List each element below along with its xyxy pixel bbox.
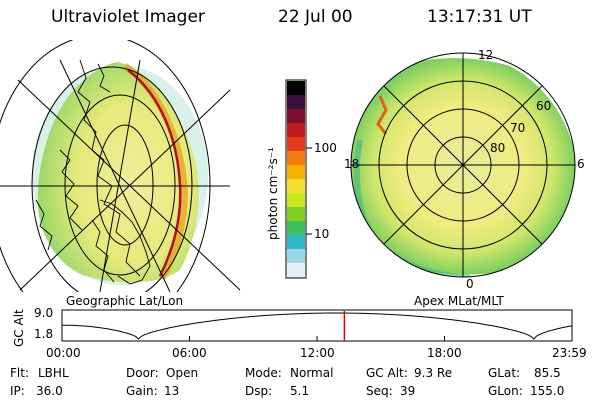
orbit-x-tick-label-0: 00:00 — [46, 346, 81, 360]
orbit-altitude-curve — [62, 312, 573, 340]
colorbar-band — [287, 179, 305, 194]
meridian-2 — [59, 59, 171, 292]
coastline-5 — [35, 199, 53, 251]
glon-value: 155.0 — [530, 384, 565, 398]
colorbar-band — [287, 249, 305, 264]
orbit-y-tick-1: 1.8 — [34, 327, 54, 341]
gcalt-value: 9.3 Re — [414, 366, 453, 380]
geographic-image — [0, 40, 241, 292]
lat-circle-2 — [64, 94, 176, 276]
colorbar-band — [287, 109, 305, 124]
coastline-3 — [99, 199, 151, 285]
orbit-x-tick-label-1: 06:00 — [172, 346, 207, 360]
mlt-label-12: 12 — [478, 48, 494, 62]
mode-value: Normal — [290, 366, 334, 380]
colorbar-band — [287, 193, 305, 208]
colorbar-band — [287, 207, 305, 222]
instrument-title: Ultraviolet Imager — [51, 7, 205, 27]
glon-label: GLon: — [488, 384, 523, 398]
dsp-label: Dsp: — [245, 384, 273, 398]
colorbar-band — [287, 151, 305, 166]
meridian-3 — [99, 59, 141, 292]
meridian-4 — [19, 89, 231, 291]
orbit-plot — [61, 309, 573, 342]
mlt-label-0: 0 — [466, 277, 474, 291]
colorbar-band — [287, 263, 305, 278]
coastline-6 — [97, 63, 111, 93]
dsp-value: 5.1 — [290, 384, 310, 398]
mlt-label-18: 18 — [344, 157, 360, 171]
gain-label: Gain: — [126, 384, 158, 398]
glat-label: GLat: — [488, 366, 521, 380]
orbit-y-tick-9: 9.0 — [34, 306, 54, 320]
seq-value: 39 — [400, 384, 416, 398]
polar-emission-patch — [376, 95, 388, 135]
door-label: Door: — [126, 366, 159, 380]
lat-circle-3 — [31, 66, 193, 292]
colorbar-label-100: 100 — [314, 141, 337, 155]
filter-label: Flt: — [10, 366, 29, 380]
colorbar-band — [287, 95, 305, 110]
colorbar-band — [287, 81, 305, 96]
mlt-label-6: 6 — [577, 157, 585, 171]
seq-label: Seq: — [366, 384, 393, 398]
colorbar-unit-label: photon cm⁻²s⁻¹ — [266, 147, 280, 240]
image-time: 13:17:31 UT — [427, 7, 532, 27]
gain-value: 13 — [164, 384, 180, 398]
ip-label: IP: — [10, 384, 25, 398]
left-panel-label: Geographic Lat/Lon — [66, 294, 184, 308]
colorbar-band — [287, 137, 305, 152]
colorbar-label-10: 10 — [314, 227, 330, 241]
orbit-x-tick-label-3: 18:00 — [427, 346, 462, 360]
meridian-1 — [17, 79, 241, 291]
mlat-label-60: 60 — [536, 99, 552, 113]
colorbar — [285, 79, 312, 279]
mode-label: Mode: — [245, 366, 282, 380]
mlat-label-70: 70 — [510, 121, 526, 135]
lat-circle-1 — [96, 124, 154, 246]
orbit-y-label: GC Alt — [12, 309, 26, 347]
filter-value: LBHL — [38, 366, 69, 380]
polar-emission-region — [351, 58, 575, 275]
coastline-2 — [59, 149, 83, 231]
mlt-line-diag-2 — [383, 85, 543, 245]
colorbar-band — [287, 221, 305, 236]
coastline-4 — [91, 219, 115, 283]
door-value: Open — [166, 366, 199, 380]
colorbar-band — [287, 165, 305, 180]
coastline-1 — [77, 59, 141, 277]
lat-circle-4 — [0, 40, 211, 292]
mlat-label-80: 80 — [490, 141, 506, 155]
gcalt-label: GC Alt: — [366, 366, 408, 380]
glat-value: 85.5 — [534, 366, 561, 380]
polar-image — [350, 52, 576, 278]
image-date: 22 Jul 00 — [278, 7, 353, 27]
colorbar-band — [287, 123, 305, 138]
colorbar-band — [287, 235, 305, 250]
right-panel-label: Apex MLat/MLT — [414, 294, 504, 308]
orbit-x-tick-label-2: 12:00 — [300, 346, 335, 360]
emission-region — [37, 62, 199, 283]
ip-value: 36.0 — [36, 384, 63, 398]
orbit-x-tick-label-4: 23:59 — [552, 346, 587, 360]
